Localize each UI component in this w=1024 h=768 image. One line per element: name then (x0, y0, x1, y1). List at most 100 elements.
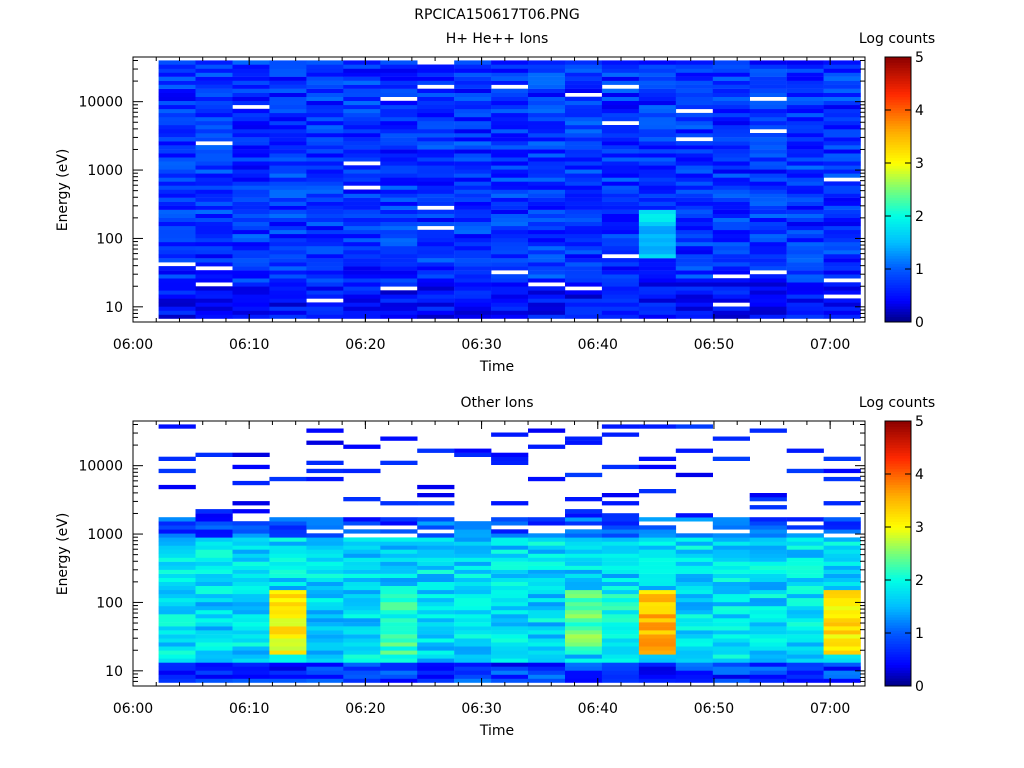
heatmap-cell (528, 618, 566, 623)
heatmap-cell (712, 116, 750, 122)
heatmap-cell (195, 193, 233, 198)
heatmap-cell (269, 104, 307, 110)
heatmap-cell (638, 626, 677, 631)
colorbar-swatch (885, 221, 911, 225)
heatmap-cell (749, 250, 787, 255)
heatmap-cell (306, 638, 344, 643)
heatmap-cell (454, 302, 492, 307)
heatmap-cell (528, 553, 566, 558)
heatmap-cell (565, 646, 603, 651)
heatmap-cell (417, 161, 455, 166)
heatmap-cell (454, 533, 492, 538)
heatmap-cell (601, 270, 640, 275)
heatmap-cell (380, 80, 418, 85)
heatmap-cell (158, 233, 196, 239)
heatmap-cell (232, 129, 270, 134)
heatmap-cell (675, 254, 713, 259)
heatmap-cell (823, 314, 861, 319)
heatmap-cell (601, 549, 640, 554)
heatmap-cell (749, 133, 787, 138)
heatmap-cell (269, 517, 307, 522)
heatmap-cell (343, 282, 381, 287)
heatmap-cell (158, 290, 196, 295)
heatmap-cell (601, 108, 640, 114)
heatmap-cell (417, 589, 455, 595)
heatmap-cell (454, 310, 492, 315)
heatmap-cell (491, 173, 529, 178)
colorbar-swatch (885, 303, 911, 307)
heatmap-cell (158, 181, 196, 186)
heatmap-cell (675, 314, 713, 319)
heatmap-cell (380, 217, 418, 222)
heatmap-cell (417, 306, 455, 311)
heatmap-cell (158, 104, 196, 110)
heatmap-cell (786, 181, 824, 186)
heatmap-cell (158, 484, 196, 490)
colorbar-swatch (885, 128, 911, 132)
colorbar-swatch (885, 131, 911, 135)
heatmap-cell (195, 64, 233, 69)
heatmap-cell (565, 197, 603, 202)
colorbar-swatch (885, 163, 911, 167)
heatmap-cell (565, 529, 603, 534)
heatmap-cell (786, 125, 824, 130)
heatmap-cell (380, 666, 418, 671)
heatmap-cells (158, 60, 861, 319)
heatmap-cell (675, 557, 713, 562)
heatmap-cell (601, 141, 640, 146)
heatmap-cell (306, 88, 344, 93)
heatmap-cell (380, 626, 418, 631)
heatmap-cell (158, 221, 196, 227)
heatmap-cell (343, 573, 381, 578)
heatmap-cell (417, 537, 455, 542)
heatmap-cell (232, 525, 270, 530)
heatmap-cell (786, 553, 824, 558)
heatmap-cell (823, 237, 861, 243)
heatmap-cell (749, 72, 787, 77)
colorbar-swatch (885, 617, 911, 621)
heatmap-cell (417, 189, 455, 194)
heatmap-cell (491, 274, 529, 279)
heatmap-cell (528, 201, 566, 206)
heatmap-cell (195, 274, 233, 279)
heatmap-cell (528, 561, 566, 566)
heatmap-cell (565, 108, 603, 114)
heatmap-cell (306, 266, 344, 271)
heatmap-cell (343, 88, 381, 93)
heatmap-cell (712, 294, 750, 299)
heatmap-cell (454, 60, 492, 65)
heatmap-cell (343, 553, 381, 558)
heatmap-cell (491, 290, 529, 295)
heatmap-cell (417, 573, 455, 578)
heatmap-cell (638, 610, 677, 615)
heatmap-cell (601, 294, 640, 299)
heatmap-cell (491, 460, 529, 465)
heatmap-cell (491, 630, 529, 635)
heatmap-cell (528, 638, 566, 643)
heatmap-cell (232, 634, 270, 639)
heatmap-cell (306, 254, 344, 259)
heatmap-cell (195, 513, 233, 518)
heatmap-cell (158, 209, 196, 214)
x-axis: 06:00 06:10 06:20 06:30 06:40 06:50 07:00 (113, 57, 854, 353)
heatmap-cell (491, 593, 529, 599)
heatmap-cell (565, 626, 603, 631)
heatmap-cell (232, 92, 270, 97)
heatmap-cell (712, 456, 750, 461)
heatmap-cell (638, 642, 677, 647)
heatmap-cell (491, 622, 529, 627)
heatmap-cell (269, 638, 307, 643)
heatmap-cell (601, 573, 640, 578)
heatmap-cell (417, 153, 455, 158)
heatmap-cell (528, 177, 566, 182)
heatmap-cell (823, 290, 861, 295)
heatmap-cell (491, 561, 529, 566)
heatmap-cell (638, 525, 677, 530)
heatmap-cell (823, 626, 861, 631)
heatmap-cell (417, 525, 455, 530)
heatmap-cell (749, 177, 787, 182)
colorbar-swatch (885, 633, 911, 637)
colorbar-swatch (885, 450, 911, 454)
heatmap-cell (749, 181, 787, 186)
